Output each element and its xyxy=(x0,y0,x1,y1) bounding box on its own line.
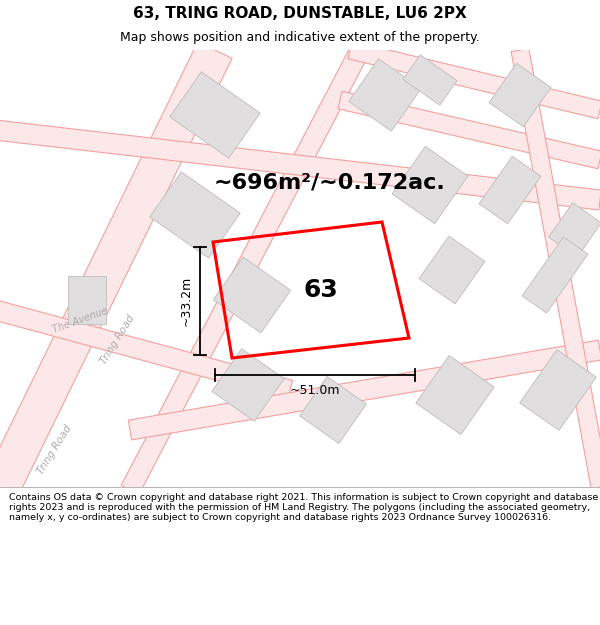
Polygon shape xyxy=(299,377,367,443)
Polygon shape xyxy=(0,301,293,399)
Polygon shape xyxy=(403,55,457,105)
Polygon shape xyxy=(489,63,551,127)
Polygon shape xyxy=(520,349,596,431)
Polygon shape xyxy=(348,41,600,119)
Text: Tring Road: Tring Road xyxy=(36,424,74,476)
Text: The Avenue: The Avenue xyxy=(51,306,109,334)
Polygon shape xyxy=(0,120,600,210)
Text: ~51.0m: ~51.0m xyxy=(290,384,340,398)
Polygon shape xyxy=(68,276,106,324)
Polygon shape xyxy=(479,156,541,224)
Text: Tring Road: Tring Road xyxy=(99,314,137,366)
Polygon shape xyxy=(150,172,240,258)
Text: 63: 63 xyxy=(304,278,338,302)
Polygon shape xyxy=(128,340,600,440)
Text: ~696m²/~0.172ac.: ~696m²/~0.172ac. xyxy=(214,172,446,192)
Polygon shape xyxy=(419,236,485,304)
Polygon shape xyxy=(392,146,468,224)
Polygon shape xyxy=(0,42,232,498)
Polygon shape xyxy=(349,59,421,131)
Polygon shape xyxy=(548,202,600,258)
Text: 63, TRING ROAD, DUNSTABLE, LU6 2PX: 63, TRING ROAD, DUNSTABLE, LU6 2PX xyxy=(133,6,467,21)
Polygon shape xyxy=(170,72,260,158)
Text: Contains OS data © Crown copyright and database right 2021. This information is : Contains OS data © Crown copyright and d… xyxy=(9,492,598,522)
Polygon shape xyxy=(511,48,600,489)
Text: Map shows position and indicative extent of the property.: Map shows position and indicative extent… xyxy=(120,31,480,44)
Polygon shape xyxy=(121,46,369,494)
Polygon shape xyxy=(522,237,588,313)
Text: ~33.2m: ~33.2m xyxy=(179,276,193,326)
Polygon shape xyxy=(338,91,600,169)
Polygon shape xyxy=(416,356,494,434)
Polygon shape xyxy=(212,349,284,421)
Polygon shape xyxy=(214,257,290,333)
